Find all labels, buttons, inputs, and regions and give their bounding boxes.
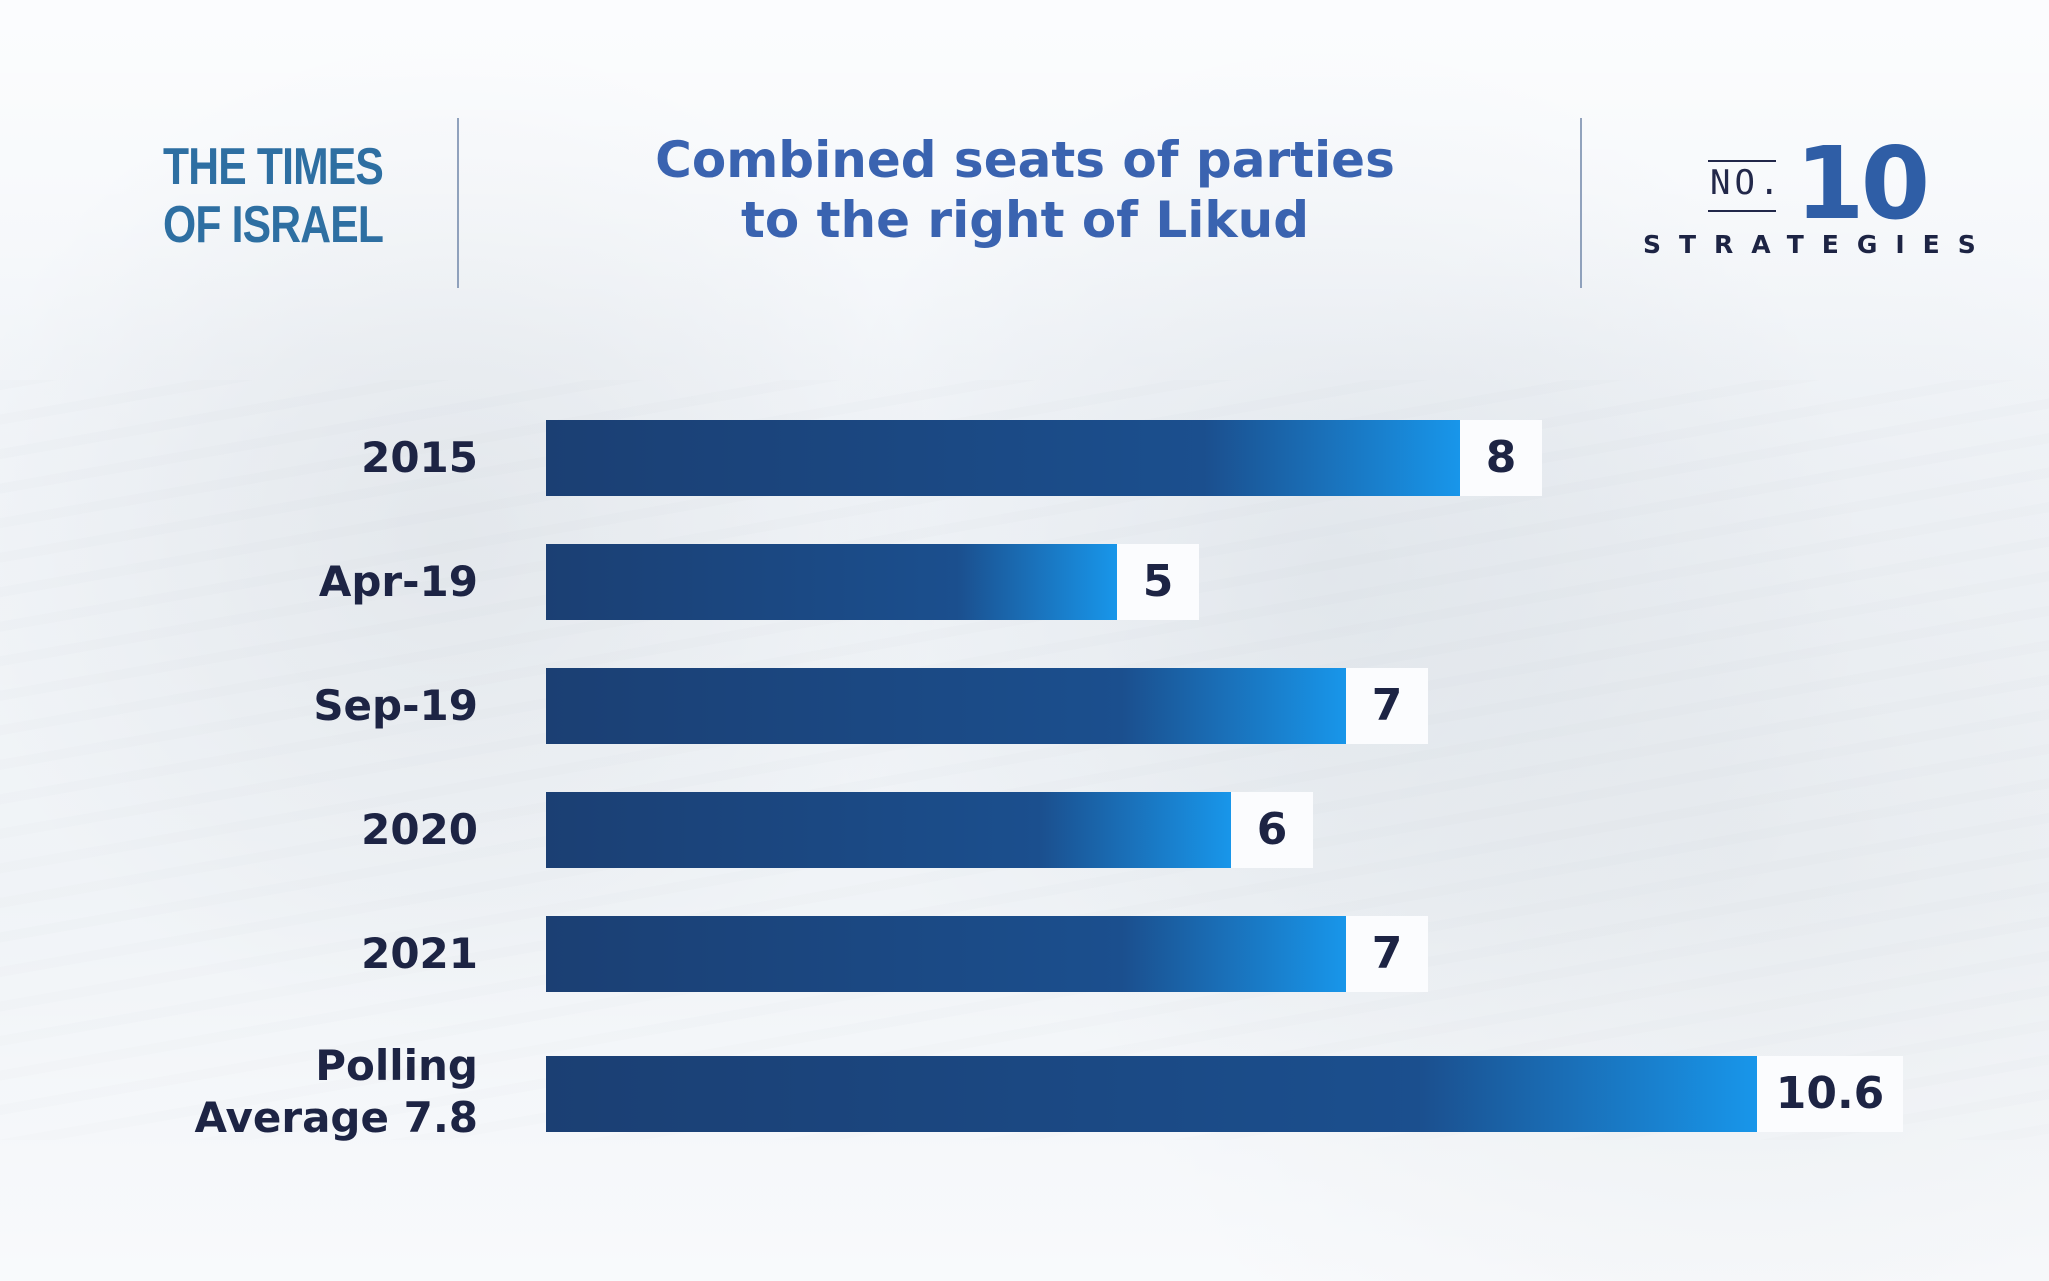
publisher-logo-line-2: OF ISRAEL [163,196,384,254]
chart-title: Combined seats of parties to the right o… [620,130,1430,250]
category-label-line-2: Average 7.8 [195,1093,479,1142]
value-label-box [1346,668,1428,744]
category-label: Apr-19 [319,557,478,606]
brand-number: 10 [1795,125,1930,242]
category-label-line-1: Polling [315,1041,478,1090]
brand-prefix-box: NO. [1706,160,1810,212]
data-label: 5 [1143,556,1174,607]
data-label: 10.6 [1776,1068,1885,1119]
chart-title-line-1: Combined seats of parties [655,131,1395,189]
value-label-box [1231,792,1313,868]
category-label-line-1: Sep-19 [313,681,478,730]
data-label: 7 [1372,680,1403,731]
series-brand: NO. 10 STRATEGIES [1640,125,1990,268]
category-label-line-1: 2021 [361,929,478,978]
chart-layer: 2015 8 Apr-19 5 Sep-19 7 2020 6 2021 7 Polling Aver… [195,420,1903,1142]
category-label-line-1: 2015 [361,433,478,482]
category-label: Polling Average 7.8 [195,1041,479,1142]
header-divider-right [1580,118,1582,288]
header-divider-left [457,118,459,288]
data-bar [546,544,1117,620]
data-bar [546,1056,1757,1132]
value-label-box [1757,1056,1903,1132]
chart-title-line-2: to the right of Likud [740,191,1310,249]
brand-subtitle: STRATEGIES [1643,230,1994,259]
category-label: Sep-19 [313,681,478,730]
value-label-box [1346,916,1428,992]
data-label: 6 [1257,804,1288,855]
category-label: 2021 [361,929,478,978]
category-label-line-1: Apr-19 [319,557,478,606]
data-bar [546,668,1346,744]
category-label: 2015 [361,433,478,482]
data-label: 7 [1372,928,1403,979]
category-label: 2020 [361,805,478,854]
value-label-box [1460,420,1542,496]
data-bar [546,916,1346,992]
category-label-line-1: 2020 [361,805,478,854]
data-bar [546,420,1460,496]
publisher-logo: THE TIMES OF ISRAEL [163,138,384,254]
data-bar [546,792,1231,868]
brand-prefix: NO. [1710,163,1784,203]
data-label: 8 [1486,432,1517,483]
publisher-logo-line-1: THE TIMES [163,138,384,196]
value-label-box [1117,544,1199,620]
